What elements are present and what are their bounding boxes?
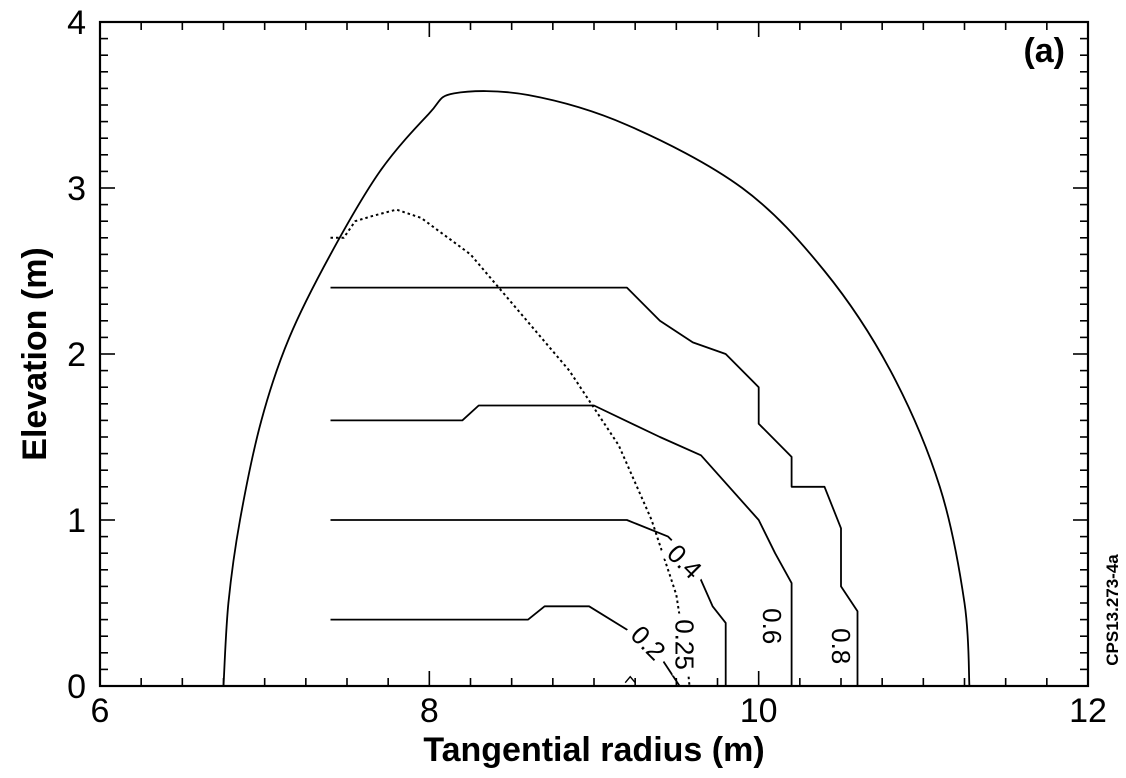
x-tick-label: 10 bbox=[740, 692, 778, 730]
contour-label-0-6: 0.6 bbox=[757, 602, 787, 651]
outer-boundary-curve bbox=[222, 90, 971, 687]
contour-line-0-25 bbox=[330, 208, 691, 687]
axis-ticks bbox=[99, 21, 1089, 687]
contour-label-knockout bbox=[829, 622, 853, 671]
contour-line-0-8 bbox=[330, 286, 859, 686]
contour-label-text: 0.6 bbox=[757, 608, 787, 644]
y-tick-label: 4 bbox=[67, 4, 86, 42]
y-tick-label: 0 bbox=[67, 668, 86, 706]
contour-line-0-4 bbox=[330, 519, 727, 686]
y-tick-label: 2 bbox=[67, 336, 86, 374]
y-tick-label: 3 bbox=[67, 170, 86, 208]
panel-label: (a) bbox=[1023, 32, 1065, 70]
contour-line-0-6 bbox=[330, 404, 793, 686]
x-tick-label: 8 bbox=[420, 692, 439, 730]
contour-label-text: 0.8 bbox=[826, 628, 856, 664]
x-axis-title: Tangential radius (m) bbox=[423, 731, 764, 769]
y-tick-label: 1 bbox=[67, 502, 86, 540]
x-tick-label: 6 bbox=[91, 692, 110, 730]
figure-id-label: CPS13.273-4a bbox=[1103, 554, 1122, 666]
contour-labels: 0.4 0.250.2 0.6 0.8 bbox=[622, 536, 856, 676]
y-axis-title: Elevation (m) bbox=[16, 247, 54, 460]
contour-label-knockout bbox=[622, 617, 674, 669]
contour-label-0-25: 0.25 bbox=[670, 613, 700, 676]
contour-line-0-2 bbox=[330, 605, 681, 687]
contour-label-0-2: 0.2 bbox=[622, 617, 674, 669]
contour-label-knockout bbox=[659, 536, 711, 587]
plot-area-frame bbox=[98, 20, 1090, 688]
contour-label-knockout bbox=[759, 602, 784, 651]
contour-label-0-8: 0.8 bbox=[826, 622, 856, 671]
contour-label-0-4: 0.4 bbox=[659, 536, 711, 587]
contour-label-text: 0.25 bbox=[670, 619, 700, 670]
contour-label-knockout bbox=[672, 613, 697, 676]
contour-curves bbox=[222, 90, 971, 687]
contour-chevron-mark bbox=[624, 675, 636, 684]
x-tick-label: 12 bbox=[1069, 692, 1107, 730]
